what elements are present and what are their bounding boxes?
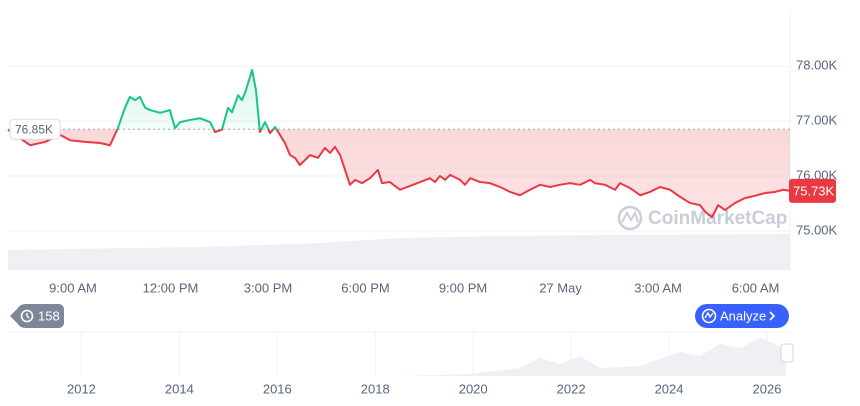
navigator-tick-label: 2014 <box>165 381 194 396</box>
navigator-tick-label: 2016 <box>263 381 292 396</box>
last-price-box <box>789 178 836 203</box>
x-tick-label: 9:00 PM <box>439 280 487 295</box>
x-tick-label: 3:00 AM <box>634 280 682 295</box>
analyze-label: Analyze <box>720 308 766 323</box>
x-tick-label: 6:00 PM <box>341 280 389 295</box>
y-tick-label: 78.00K <box>796 58 838 73</box>
watermark: CoinMarketCap <box>617 205 787 231</box>
navigator-tick-label: 2026 <box>753 381 782 396</box>
watermark-text: CoinMarketCap <box>648 208 787 229</box>
x-tick-label: 3:00 PM <box>244 280 292 295</box>
price-line <box>7 68 791 219</box>
price-area <box>8 69 790 218</box>
history-count: 158 <box>38 308 60 323</box>
analyze-button[interactable]: Analyze <box>695 304 789 328</box>
navigator-tick-label: 2018 <box>361 381 390 396</box>
navigator-tick-label: 2020 <box>459 381 488 396</box>
baseline-label: 76.85K <box>15 122 53 136</box>
volume-area <box>8 234 790 270</box>
navigator-area <box>8 338 786 376</box>
y-tick-label: 77.00K <box>796 112 838 127</box>
x-tick-label: 27 May <box>539 280 582 295</box>
x-tick-label: 6:00 AM <box>732 280 780 295</box>
last-price-label: 75.73K <box>793 183 835 198</box>
y-tick-label: 75.00K <box>796 222 838 237</box>
navigator-tick-label: 2022 <box>557 381 586 396</box>
x-tick-label: 12:00 PM <box>143 280 199 295</box>
baseline-label-box <box>9 118 61 140</box>
history-button[interactable]: 158 <box>10 304 64 328</box>
navigator-tick-label: 2024 <box>655 381 684 396</box>
navigator-tick-label: 2012 <box>67 381 96 396</box>
y-tick-label: 76.00K <box>796 167 838 182</box>
navigator-handle[interactable] <box>780 343 794 363</box>
navigator-ticks: 2012 2014 2016 2018 2020 2022 2024 2026 <box>67 332 781 396</box>
x-tick-label: 9:00 AM <box>49 280 97 295</box>
